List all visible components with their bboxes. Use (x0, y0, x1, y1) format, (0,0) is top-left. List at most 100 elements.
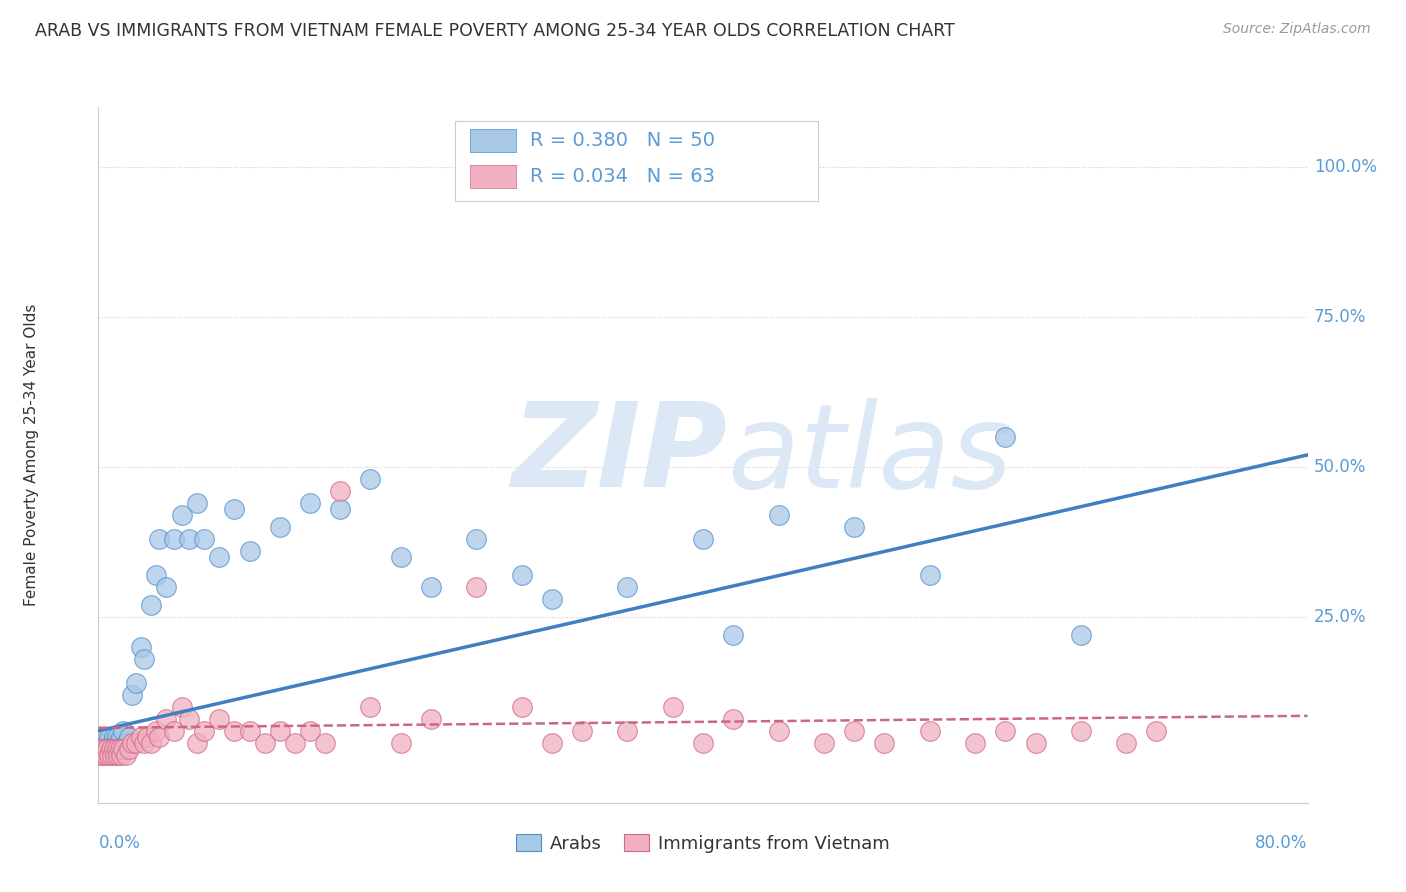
Point (721, 712, 744, 726)
Point (98, 730, 121, 744)
Point (616, 580, 638, 594)
Point (661, 699, 683, 714)
Point (768, 508, 790, 522)
Point (110, 730, 132, 744)
Point (193, 532, 215, 546)
Point (918, 567, 941, 582)
Point (96, 736, 118, 750)
Point (844, 520, 866, 534)
Point (269, 520, 291, 534)
Point (692, 736, 714, 750)
Point (141, 736, 163, 750)
Point (329, 483, 352, 498)
Point (107, 736, 129, 750)
Point (132, 652, 155, 666)
Text: 75.0%: 75.0% (1313, 308, 1367, 326)
Point (571, 723, 593, 738)
Point (89, 747, 111, 762)
Point (108, 741, 131, 756)
Point (163, 532, 186, 546)
Point (107, 747, 129, 762)
Point (510, 567, 533, 582)
Point (768, 723, 790, 738)
Point (269, 723, 291, 738)
Point (1115, 736, 1137, 750)
Point (692, 532, 714, 546)
Point (155, 580, 177, 594)
Text: R = 0.034   N = 63: R = 0.034 N = 63 (530, 167, 716, 186)
Point (145, 567, 167, 582)
Point (186, 736, 208, 750)
Point (661, 160, 683, 174)
Point (100, 741, 122, 756)
Point (224, 502, 246, 516)
Point (101, 736, 124, 750)
Point (965, 736, 987, 750)
Point (125, 736, 148, 750)
Point (616, 723, 638, 738)
Point (148, 532, 170, 546)
Point (419, 580, 441, 594)
Bar (470, 166, 516, 187)
Point (163, 723, 186, 738)
Point (91, 736, 114, 750)
Point (118, 730, 141, 744)
Point (208, 712, 231, 726)
Point (96, 741, 118, 756)
Text: 80.0%: 80.0% (1256, 834, 1308, 852)
Point (110, 747, 132, 762)
Point (103, 741, 125, 756)
Point (170, 699, 193, 714)
Point (105, 730, 128, 744)
Point (389, 549, 412, 564)
Point (121, 736, 143, 750)
Point (208, 549, 231, 564)
Point (98, 747, 121, 762)
Point (1070, 628, 1092, 642)
Point (90, 741, 112, 756)
Point (721, 628, 744, 642)
Point (100, 741, 122, 756)
Point (104, 736, 127, 750)
Point (155, 712, 177, 726)
Point (253, 736, 276, 750)
Point (170, 508, 193, 522)
Text: ZIP: ZIP (512, 398, 727, 512)
Point (299, 723, 322, 738)
Point (141, 598, 163, 612)
Point (994, 430, 1017, 444)
Text: 25.0%: 25.0% (1313, 607, 1367, 626)
Point (813, 736, 835, 750)
Point (114, 736, 136, 750)
Point (186, 496, 208, 510)
Text: 0.0%: 0.0% (98, 834, 141, 852)
Point (111, 723, 134, 738)
Point (135, 730, 157, 744)
Point (844, 723, 866, 738)
Point (193, 723, 215, 738)
Point (129, 730, 152, 744)
Point (314, 736, 336, 750)
Text: 100.0%: 100.0% (1313, 158, 1376, 176)
Text: atlas: atlas (727, 398, 1012, 512)
Point (148, 730, 170, 744)
Point (118, 741, 141, 756)
Point (177, 712, 201, 726)
Point (1070, 723, 1092, 738)
Point (101, 747, 124, 762)
Text: 50.0%: 50.0% (1313, 458, 1367, 476)
Point (540, 591, 562, 606)
Point (239, 544, 262, 558)
Point (360, 699, 382, 714)
Point (121, 688, 143, 702)
Point (145, 723, 167, 738)
Point (93, 730, 115, 744)
Text: R = 0.380   N = 50: R = 0.380 N = 50 (530, 131, 716, 150)
Point (419, 712, 441, 726)
Point (93, 741, 115, 756)
Point (239, 723, 262, 738)
Point (129, 640, 152, 654)
Point (224, 723, 246, 738)
Point (94, 741, 117, 756)
Point (465, 532, 488, 546)
